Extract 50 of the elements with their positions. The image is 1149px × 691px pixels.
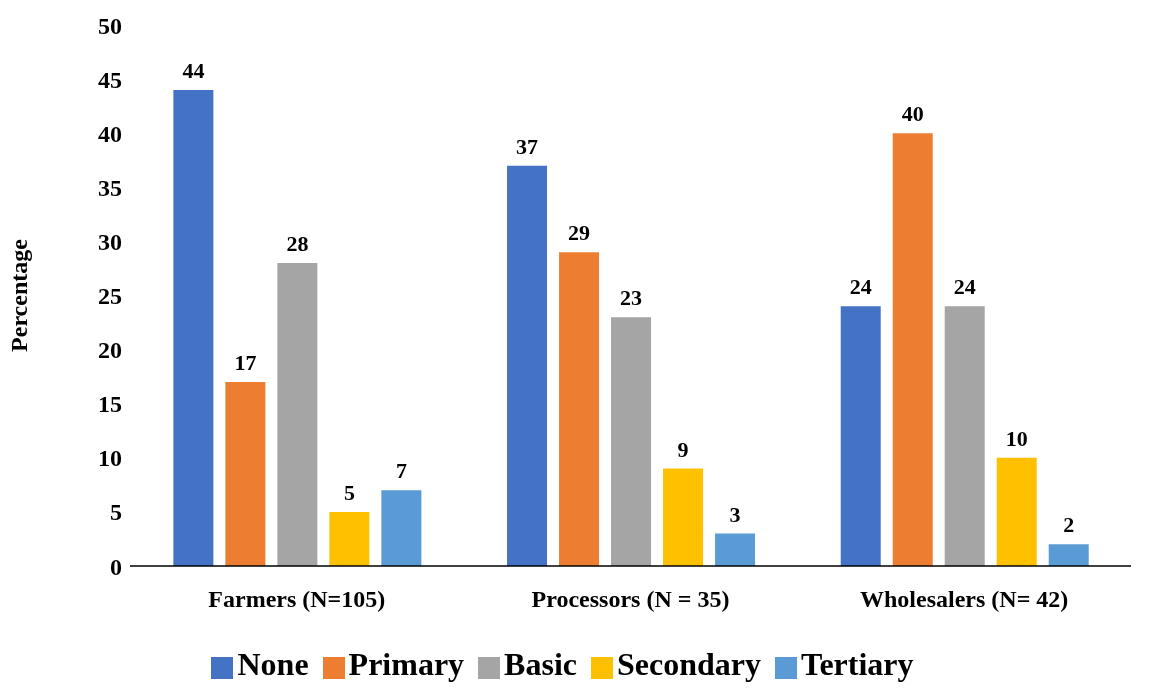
bar [277,263,318,566]
data-label: 24 [849,274,872,300]
data-label: 44 [182,57,205,83]
data-label: 7 [395,458,407,484]
data-label: 10 [1005,425,1028,451]
legend-label: Basic [504,646,577,682]
data-label: 24 [953,274,976,300]
legend-label: Primary [348,646,465,682]
y-tick-label: 50 [98,12,122,39]
legend-label: Secondary [616,646,761,682]
data-label: 23 [620,285,643,311]
bar [329,511,370,566]
bar [715,533,756,566]
data-label: 9 [677,436,689,462]
y-tick-label: 0 [110,553,122,580]
bar [996,457,1037,566]
x-tick-label: Wholesalers (N= 42) [860,586,1069,613]
bar [892,133,933,566]
bar [944,306,985,566]
bar [663,468,704,566]
bar [559,252,600,566]
data-label: 28 [286,231,309,257]
y-tick-label: 35 [98,174,122,201]
bar [225,382,266,566]
x-tick-label: Processors (N = 35) [531,586,730,613]
data-label: 17 [234,350,257,376]
y-tick-label: 25 [98,283,122,310]
y-tick-label: 20 [98,337,122,364]
y-tick-label: 45 [98,66,122,93]
y-tick-label: 40 [98,120,122,147]
legend-label: Tertiary [800,646,914,682]
data-label: 40 [901,101,924,127]
data-label: 2 [1063,512,1075,538]
y-tick-label: 10 [98,445,122,472]
data-label: 3 [729,501,741,527]
bar [173,89,214,566]
data-label: 37 [516,133,539,159]
bar [1048,544,1089,566]
y-axis-title: Percentage [5,238,32,352]
data-label: 29 [568,220,591,246]
y-tick-label: 5 [110,499,122,526]
bar [840,306,881,566]
bar [381,490,422,566]
bar [507,165,548,566]
legend-label: None [237,646,309,682]
y-tick-label: 15 [98,391,122,418]
bar [611,317,652,566]
y-tick-label: 30 [98,228,122,255]
x-tick-label: Farmers (N=105) [208,586,386,613]
data-label: 5 [343,479,355,505]
